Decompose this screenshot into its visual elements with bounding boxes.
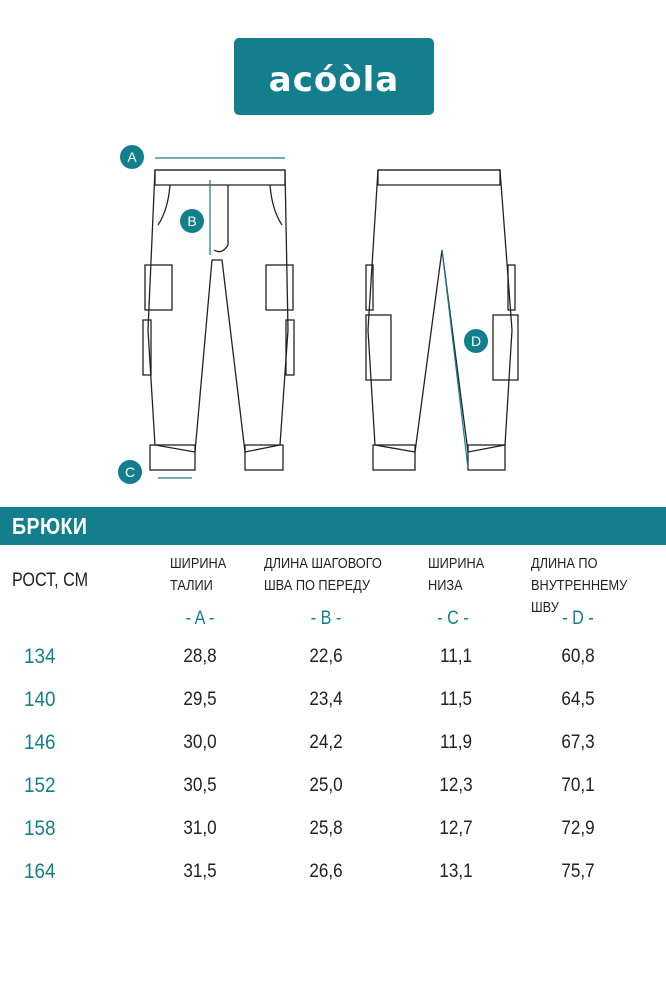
header-line: ШИРИНА — [428, 555, 485, 572]
header-line: ШИРИНА — [170, 555, 227, 572]
value-cell: 29,5 — [183, 689, 217, 710]
value-cell: 12,7 — [439, 818, 473, 839]
column-header-c: ШИРИНА НИЗА — [428, 553, 484, 597]
header-line: ШВА ПО ПЕРЕДУ — [264, 577, 370, 594]
brand-logo: acóòla — [234, 38, 434, 115]
value-cell: 31,5 — [183, 861, 217, 882]
column-header-a: ШИРИНА ТАЛИИ — [170, 553, 226, 597]
value-cell: 64,5 — [561, 689, 595, 710]
height-cell: 152 — [24, 774, 56, 797]
value-cell: 30,5 — [183, 775, 217, 796]
value-cell: 11,5 — [439, 689, 473, 710]
value-cell: 60,8 — [561, 646, 595, 667]
column-letter-d: - D - — [562, 608, 594, 629]
value-cell: 75,7 — [561, 861, 595, 882]
value-cell: 25,8 — [309, 818, 343, 839]
height-cell: 140 — [24, 688, 56, 711]
measurement-markers: A B C D — [118, 145, 488, 484]
section-title: БРЮКИ — [12, 513, 88, 539]
value-cell: 31,0 — [183, 818, 217, 839]
height-cell: 134 — [24, 645, 56, 668]
logo-wordmark: acóòla — [269, 60, 399, 100]
value-cell: 11,9 — [439, 732, 473, 753]
svg-text:B: B — [187, 213, 196, 229]
value-cell: 12,3 — [439, 775, 473, 796]
header-line: ДЛИНА ШАГОВОГО — [264, 555, 382, 572]
value-cell: 26,6 — [309, 861, 343, 882]
row-header: РОСТ, СМ — [12, 570, 89, 591]
value-cell: 67,3 — [561, 732, 595, 753]
pants-technical-drawing: A B C D — [118, 145, 519, 484]
height-cell: 164 — [24, 860, 56, 883]
column-letter-a: - A - — [185, 608, 215, 629]
header-line: ТАЛИИ — [170, 577, 213, 594]
value-cell: 23,4 — [309, 689, 343, 710]
pants-front-drawing — [142, 169, 295, 471]
value-cell: 24,2 — [309, 732, 343, 753]
header-line: НИЗА — [428, 577, 463, 594]
header-line: ВНУТРЕННЕМУ ШВУ — [531, 577, 628, 616]
column-letter-c: - C - — [437, 608, 469, 629]
value-cell: 72,9 — [561, 818, 595, 839]
height-cell: 158 — [24, 817, 56, 840]
column-letter-b: - B - — [310, 608, 342, 629]
pants-back-drawing — [365, 169, 519, 471]
svg-text:acóòla: acóòla — [269, 60, 399, 100]
column-header-d: ДЛИНА ПО ВНУТРЕННЕМУ ШВУ — [531, 553, 646, 619]
column-header-b: ДЛИНА ШАГОВОГО ШВА ПО ПЕРЕДУ — [264, 553, 382, 597]
value-cell: 25,0 — [309, 775, 343, 796]
svg-text:A: A — [127, 149, 137, 165]
value-cell: 70,1 — [561, 775, 595, 796]
value-cell: 11,1 — [439, 646, 473, 667]
svg-text:C: C — [125, 464, 135, 480]
measurement-lines — [155, 157, 469, 479]
value-cell: 30,0 — [183, 732, 217, 753]
svg-text:D: D — [471, 333, 481, 349]
value-cell: 22,6 — [309, 646, 343, 667]
header-line: ДЛИНА ПО — [531, 555, 598, 572]
height-cell: 146 — [24, 731, 56, 754]
section-title-band: БРЮКИ — [0, 507, 666, 545]
value-cell: 13,1 — [439, 861, 473, 882]
value-cell: 28,8 — [183, 646, 217, 667]
